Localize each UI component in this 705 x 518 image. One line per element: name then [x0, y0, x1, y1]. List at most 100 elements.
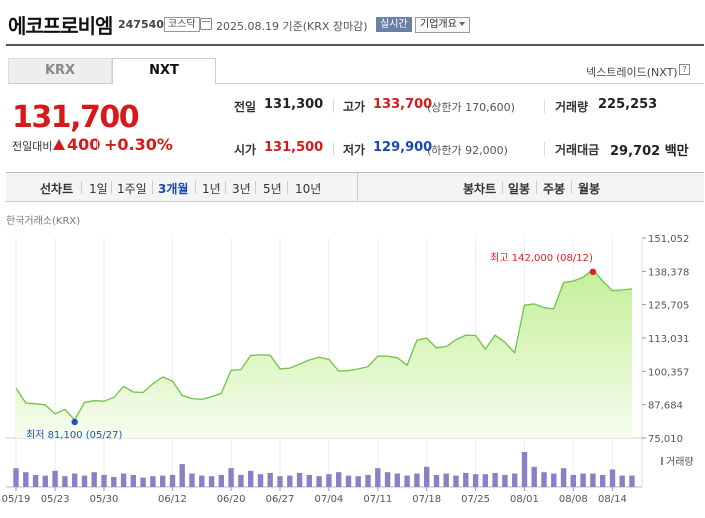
max-point-marker	[589, 268, 597, 276]
volume-bar	[492, 472, 498, 487]
amount-label: 거래대금	[555, 143, 600, 157]
chart-type-divider	[357, 173, 358, 201]
volume-bar	[101, 474, 107, 487]
chart-range-bar: 선차트 1일 1주일 3개월 1년 3년 5년 10년 봉차트 일봉 주봉 월봉	[6, 172, 704, 202]
volume-bar	[384, 472, 391, 487]
candle-weekly[interactable]: 주봉	[543, 182, 566, 196]
open-label: 시가	[234, 143, 257, 157]
volume-bar	[306, 474, 312, 487]
lower-limit: (하한가 92,000)	[427, 144, 508, 157]
volume-bar	[609, 469, 616, 487]
volume-bar	[120, 473, 127, 487]
volume-bar	[150, 476, 156, 487]
line-chart-label: 선차트	[40, 182, 74, 196]
max-point-label: 최고 142,000 (08/12)	[490, 252, 593, 264]
help-icon[interactable]: ?	[679, 64, 690, 75]
volume-bar	[590, 473, 596, 487]
up-triangle-icon	[53, 139, 65, 150]
change-percent: +0.30%	[104, 135, 173, 154]
range-3y[interactable]: 3년	[232, 182, 251, 196]
volume-bar	[277, 476, 283, 487]
chevron-down-icon	[458, 22, 465, 26]
y-tick-label: 138,378	[648, 267, 689, 278]
y-tick-label: 113,031	[648, 334, 689, 345]
range-separator	[536, 181, 537, 194]
volume-bar	[404, 475, 410, 487]
volume-bar	[257, 474, 264, 487]
volume-bar	[570, 474, 576, 487]
volume-bar	[52, 470, 58, 487]
volume-bar	[512, 473, 518, 487]
nextrade-link[interactable]: 넥스트레이드(NXT)	[586, 66, 678, 79]
range-5y[interactable]: 5년	[263, 182, 282, 196]
volume-bar	[326, 474, 332, 487]
range-separator	[81, 181, 82, 194]
volume-bar	[130, 474, 136, 487]
volume-bar	[365, 474, 371, 487]
volume-bar	[521, 452, 528, 487]
y-tick-label: 100,357	[648, 367, 689, 378]
volume-label: 거래량	[555, 100, 589, 114]
price-area-fill	[16, 269, 632, 438]
low-label: 저가	[343, 143, 366, 157]
volume-bar	[208, 476, 215, 487]
volume-bar	[541, 472, 547, 487]
volume-bar	[433, 474, 440, 487]
x-tick-label: 08/01	[510, 494, 539, 505]
range-3m[interactable]: 3개월	[158, 182, 189, 196]
volume-bar	[375, 468, 381, 487]
y-tick-label: 125,705	[648, 301, 689, 312]
volume-bar	[23, 472, 29, 487]
volume-bar	[267, 472, 273, 487]
volume-bar	[482, 474, 488, 487]
volume-bar	[13, 468, 19, 487]
exchange-tabs: KRX NXT	[8, 58, 216, 84]
volume-bar	[238, 474, 244, 487]
chart-source: 한국거래소(KRX)	[6, 216, 81, 227]
realtime-button[interactable]: 실시간	[376, 17, 412, 32]
x-tick-label: 08/14	[598, 494, 627, 505]
volume-bar	[336, 472, 342, 487]
range-1d[interactable]: 1일	[89, 182, 108, 196]
change-value: 400	[67, 135, 101, 154]
volume-bar	[228, 468, 234, 487]
tab-krx[interactable]: KRX	[8, 58, 112, 84]
volume-bar	[551, 473, 557, 487]
volume-bar	[355, 476, 361, 487]
volume-bar	[160, 475, 166, 487]
range-10y[interactable]: 10년	[295, 182, 322, 196]
volume-bar	[443, 473, 449, 487]
range-separator	[152, 181, 153, 194]
x-tick-label: 05/19	[2, 494, 31, 505]
range-separator	[111, 181, 112, 194]
change-label: 전일대비	[12, 140, 53, 153]
base-date: 2025.08.19 기준(KRX 장마감)	[216, 20, 368, 33]
volume-bar	[453, 475, 459, 487]
y-tick-label: 87,684	[648, 401, 683, 412]
volume-bar	[345, 475, 352, 487]
volume-bar	[81, 475, 88, 487]
header-divider	[6, 44, 704, 46]
volume-bar	[414, 473, 420, 487]
prev-close-value: 131,300	[264, 97, 324, 112]
grid-separator	[333, 142, 334, 156]
volume-legend-swatch	[661, 457, 663, 465]
tab-nxt[interactable]: NXT	[112, 58, 216, 84]
volume-bar	[218, 474, 224, 487]
company-info-button[interactable]: 기업개요	[415, 17, 470, 33]
volume-bar	[424, 466, 430, 487]
current-price: 131,700	[12, 100, 140, 135]
market-badge: 코스닥	[164, 17, 200, 32]
volume-bar	[629, 475, 635, 487]
candle-monthly[interactable]: 월봉	[578, 182, 601, 196]
candle-daily[interactable]: 일봉	[508, 182, 531, 196]
high-value: 133,700	[373, 97, 433, 112]
range-1w[interactable]: 1주일	[117, 182, 147, 196]
x-tick-label: 07/25	[461, 494, 490, 505]
volume-bar	[111, 476, 117, 487]
volume-bar	[560, 468, 567, 487]
range-1y[interactable]: 1년	[202, 182, 221, 196]
volume-bar	[62, 476, 68, 487]
range-separator	[287, 181, 288, 194]
low-value: 129,900	[373, 140, 433, 155]
